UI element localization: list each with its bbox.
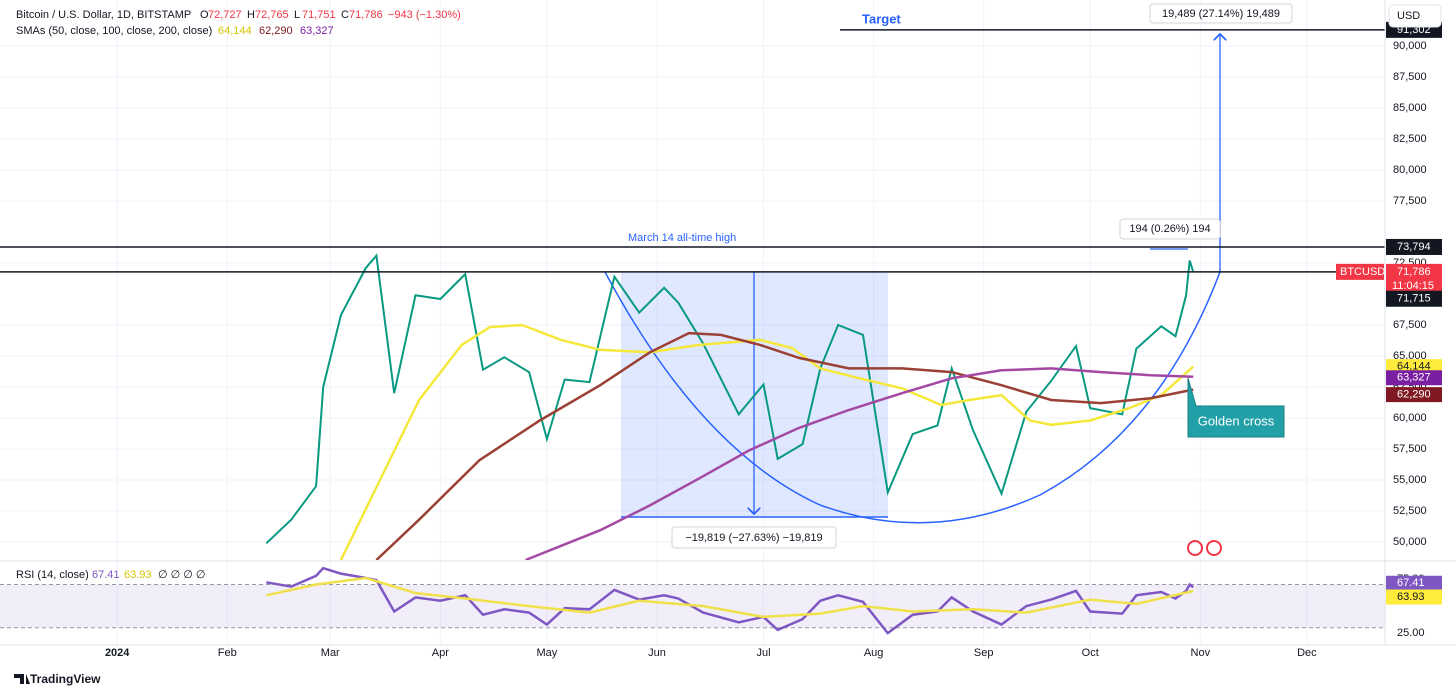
ohlc-key: O (200, 9, 209, 21)
ohlc-value: 71,786 (349, 9, 383, 21)
y-tick-label: 77,500 (1393, 195, 1427, 207)
y-tick-label: 55,000 (1393, 474, 1427, 486)
x-tick-label: Mar (321, 647, 340, 659)
x-tick-label: Dec (1297, 647, 1317, 659)
sma-price-box (1386, 370, 1442, 386)
y-tick-label: 80,000 (1393, 164, 1427, 176)
drop-measure: −19,819 (−27.63%) −19,819 (685, 532, 822, 544)
x-tick-label: Oct (1082, 647, 1099, 659)
rsi-value-label: 63.93 (1397, 591, 1425, 603)
x-tick-label: Jun (648, 647, 666, 659)
series-line (266, 576, 1194, 619)
x-tick-label: Aug (864, 647, 884, 659)
symbol-title: Bitcoin / U.S. Dollar, 1D, BITSTAMP (16, 9, 191, 21)
rsi-extra: ∅ ∅ ∅ ∅ (158, 569, 206, 581)
x-tick-label: Nov (1191, 647, 1211, 659)
ohlc-key: L (294, 9, 300, 21)
cup-curve (604, 271, 1221, 524)
golden-cross-label: Golden cross (1198, 413, 1275, 428)
y-tick-label: 90,000 (1393, 40, 1427, 52)
target-measure-box (1149, 3, 1293, 24)
rsi-tick-label: 25.00 (1397, 627, 1425, 639)
series-line (265, 253, 1195, 545)
golden-cross-callout (1187, 377, 1285, 438)
ohlc-value: 71,751 (302, 9, 336, 21)
rsi-value-label: 67.41 (1397, 577, 1425, 589)
x-tick-label: Feb (218, 647, 237, 659)
sma-price-box (1386, 387, 1442, 403)
logo-icon (14, 674, 30, 684)
x-tick-label: May (537, 647, 558, 659)
currency[interactable]: USD (1397, 10, 1420, 22)
y-tick-label: 65,000 (1393, 350, 1427, 362)
ohlc-key: H (247, 9, 255, 21)
sma-price-label: 63,327 (1397, 372, 1431, 384)
currency-box[interactable] (1388, 4, 1442, 28)
ath-label: March 14 all-time high (628, 232, 736, 244)
logo: TradingView (30, 672, 101, 686)
event-icon (1206, 540, 1222, 556)
y-tick-label: 60,000 (1393, 412, 1427, 424)
rsi-value-box (1386, 575, 1442, 591)
sma-title: SMAs (50, close, 100, close, 200, close) (16, 25, 212, 37)
sma-value: 63,327 (300, 25, 334, 37)
sma-value: 62,290 (259, 25, 293, 37)
rsi-title: RSI (14, close) (16, 569, 89, 581)
y-tick-label: 85,000 (1393, 102, 1427, 114)
price-label-box (1386, 238, 1442, 255)
y-tick-label: 87,500 (1393, 71, 1427, 83)
ohlc-change: −943 (−1.30%) (388, 9, 461, 21)
rsi-value: 67.41 (92, 569, 120, 581)
series-line (525, 367, 1194, 560)
price-label-box (1386, 263, 1442, 294)
price-label-box (1386, 290, 1442, 307)
price-label: 71,715 (1397, 293, 1431, 305)
y-tick-label: 57,500 (1393, 443, 1427, 455)
small-measure: 194 (0.26%) 194 (1129, 223, 1210, 235)
y-tick-label: 67,500 (1393, 319, 1427, 331)
rsi-value-box (1386, 589, 1442, 605)
drop-measure-box (671, 526, 837, 549)
y-tick-label: 50,000 (1393, 536, 1427, 548)
target-label: Target (862, 11, 901, 26)
ohlc-value: 72,727 (208, 9, 242, 21)
legend: Bitcoin / U.S. Dollar, 1D, BITSTAMP O 72,… (16, 9, 461, 581)
price-label: 73,794 (1397, 241, 1431, 253)
target-measure: 19,489 (27.14%) 19,489 (1162, 8, 1280, 20)
ohlc-key: C (341, 9, 349, 21)
y-tick-label: 82,500 (1393, 133, 1427, 145)
small-measure-box (1119, 218, 1221, 240)
x-tick-label: Sep (974, 647, 994, 659)
x-tick-label: Apr (432, 647, 449, 659)
symbol-box (1336, 263, 1384, 280)
sma-price-label: 64,144 (1397, 361, 1431, 373)
y-tick-label: 52,500 (1393, 505, 1427, 517)
symbol-label: BTCUSD (1340, 266, 1385, 278)
sma-price-label: 62,290 (1397, 389, 1431, 401)
x-tick-label: Jul (756, 647, 770, 659)
sma-value: 64,144 (218, 25, 252, 37)
rsi-ma-value: 63.93 (124, 569, 152, 581)
x-tick-label: 2024 (105, 647, 130, 659)
ohlc-value: 72,765 (255, 9, 289, 21)
countdown: 11:04:15 (1392, 280, 1434, 292)
event-icon (1187, 540, 1203, 556)
series-line (375, 331, 1194, 560)
price-label: 71,786 (1397, 266, 1431, 278)
